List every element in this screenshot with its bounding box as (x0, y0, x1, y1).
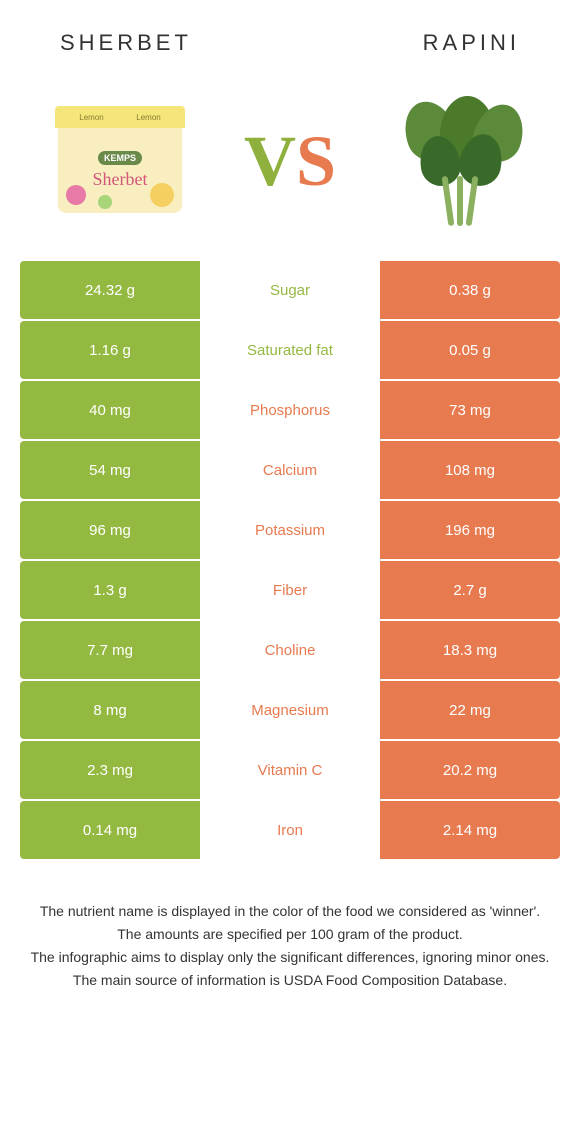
rapini-image (370, 91, 550, 231)
right-value-cell: 22 mg (380, 681, 560, 739)
nutrient-label-cell: Vitamin C (200, 741, 380, 799)
right-value-cell: 20.2 mg (380, 741, 560, 799)
left-value-cell: 40 mg (20, 381, 200, 439)
nutrient-row: 24.32 gSugar0.38 g (20, 261, 560, 319)
sherbet-cup-icon: Lemon Lemon KEMPS Sherbet (55, 106, 185, 216)
left-value-cell: 1.16 g (20, 321, 200, 379)
right-value-cell: 0.05 g (380, 321, 560, 379)
footer-notes: The nutrient name is displayed in the co… (0, 861, 580, 991)
nutrient-table: 24.32 gSugar0.38 g1.16 gSaturated fat0.0… (0, 261, 580, 859)
image-row: Lemon Lemon KEMPS Sherbet VS (0, 76, 580, 261)
right-value-cell: 196 mg (380, 501, 560, 559)
header-titles: Sherbet Rapini (0, 0, 580, 76)
fruit-decor-icon (98, 195, 112, 209)
nutrient-row: 2.3 mgVitamin C20.2 mg (20, 741, 560, 799)
left-value-cell: 8 mg (20, 681, 200, 739)
nutrient-row: 8 mgMagnesium22 mg (20, 681, 560, 739)
right-value-cell: 108 mg (380, 441, 560, 499)
nutrient-label-cell: Potassium (200, 501, 380, 559)
cup-lid: Lemon Lemon (55, 106, 185, 128)
left-value-cell: 2.3 mg (20, 741, 200, 799)
fruit-decor-icon (66, 185, 86, 205)
nutrient-label-cell: Saturated fat (200, 321, 380, 379)
right-food-title: Rapini (423, 30, 520, 56)
nutrient-label-cell: Magnesium (200, 681, 380, 739)
nutrient-label-cell: Fiber (200, 561, 380, 619)
nutrient-label-cell: Sugar (200, 261, 380, 319)
sherbet-image: Lemon Lemon KEMPS Sherbet (30, 91, 210, 231)
footer-line: The amounts are specified per 100 gram o… (30, 924, 550, 945)
right-value-cell: 73 mg (380, 381, 560, 439)
right-value-cell: 18.3 mg (380, 621, 560, 679)
footer-line: The nutrient name is displayed in the co… (30, 901, 550, 922)
right-value-cell: 2.14 mg (380, 801, 560, 859)
vs-badge: VS (244, 120, 336, 203)
cup-script-label: Sherbet (93, 169, 148, 190)
left-value-cell: 24.32 g (20, 261, 200, 319)
left-food-title: Sherbet (60, 30, 192, 56)
left-value-cell: 0.14 mg (20, 801, 200, 859)
nutrient-row: 1.3 gFiber2.7 g (20, 561, 560, 619)
cup-lid-text: Lemon (79, 113, 103, 122)
nutrient-label-cell: Phosphorus (200, 381, 380, 439)
vs-s-letter: S (296, 121, 336, 201)
nutrient-row: 1.16 gSaturated fat0.05 g (20, 321, 560, 379)
nutrient-label-cell: Iron (200, 801, 380, 859)
nutrient-row: 54 mgCalcium108 mg (20, 441, 560, 499)
right-value-cell: 2.7 g (380, 561, 560, 619)
cup-brand-label: KEMPS (98, 151, 142, 165)
stem-icon (457, 176, 463, 226)
stem-icon (466, 176, 479, 226)
left-value-cell: 1.3 g (20, 561, 200, 619)
stem-icon (442, 176, 455, 226)
vs-v-letter: V (244, 121, 296, 201)
left-value-cell: 96 mg (20, 501, 200, 559)
cup-lid-text: Lemon (136, 113, 160, 122)
nutrient-row: 7.7 mgCholine18.3 mg (20, 621, 560, 679)
fruit-decor-icon (150, 183, 174, 207)
nutrient-label-cell: Calcium (200, 441, 380, 499)
footer-line: The infographic aims to display only the… (30, 947, 550, 968)
right-value-cell: 0.38 g (380, 261, 560, 319)
cup-body: KEMPS Sherbet (58, 128, 182, 213)
footer-line: The main source of information is USDA F… (30, 970, 550, 991)
rapini-bunch-icon (385, 96, 535, 226)
nutrient-label-cell: Choline (200, 621, 380, 679)
left-value-cell: 7.7 mg (20, 621, 200, 679)
nutrient-row: 40 mgPhosphorus73 mg (20, 381, 560, 439)
left-value-cell: 54 mg (20, 441, 200, 499)
nutrient-row: 0.14 mgIron2.14 mg (20, 801, 560, 859)
nutrient-row: 96 mgPotassium196 mg (20, 501, 560, 559)
